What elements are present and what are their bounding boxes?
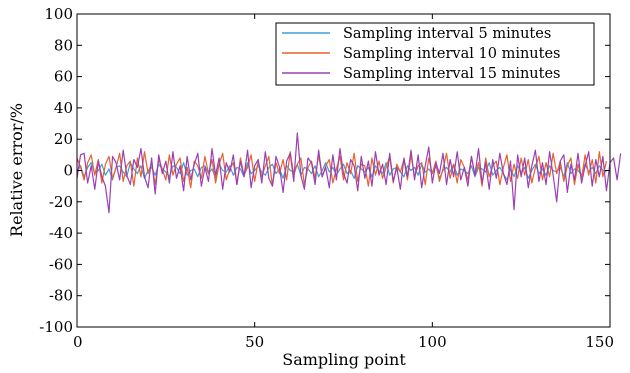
y-tick-label: 20 <box>54 130 73 148</box>
y-tick-label: 40 <box>54 99 73 117</box>
x-tick-label: 0 <box>73 333 83 351</box>
legend: Sampling interval 5 minutes Sampling int… <box>275 22 595 86</box>
legend-label-15min: Sampling interval 15 minutes <box>343 66 561 82</box>
y-tick-label: 80 <box>54 36 73 54</box>
y-axis-title: Relative error/% <box>7 103 26 237</box>
x-tick-label: 100 <box>418 333 447 351</box>
legend-label-5min: Sampling interval 5 minutes <box>343 26 551 42</box>
series-line-2 <box>76 132 622 214</box>
x-axis-title: Sampling point <box>282 350 406 369</box>
legend-label-10min: Sampling interval 10 minutes <box>343 46 561 62</box>
y-tick-label: 60 <box>54 68 73 86</box>
y-tick-label: -60 <box>49 255 73 273</box>
series-layer <box>76 132 622 214</box>
y-tick-label: -100 <box>39 318 73 336</box>
x-tick-label: 150 <box>585 333 614 351</box>
series-line-1 <box>76 151 608 189</box>
y-tick-label: -80 <box>49 287 73 305</box>
x-tick-label: 50 <box>245 333 264 351</box>
y-tick-label: -20 <box>49 193 73 211</box>
y-tick-label: -40 <box>49 224 73 242</box>
y-tick-label: 0 <box>63 162 73 180</box>
y-tick-label: 100 <box>44 5 73 23</box>
